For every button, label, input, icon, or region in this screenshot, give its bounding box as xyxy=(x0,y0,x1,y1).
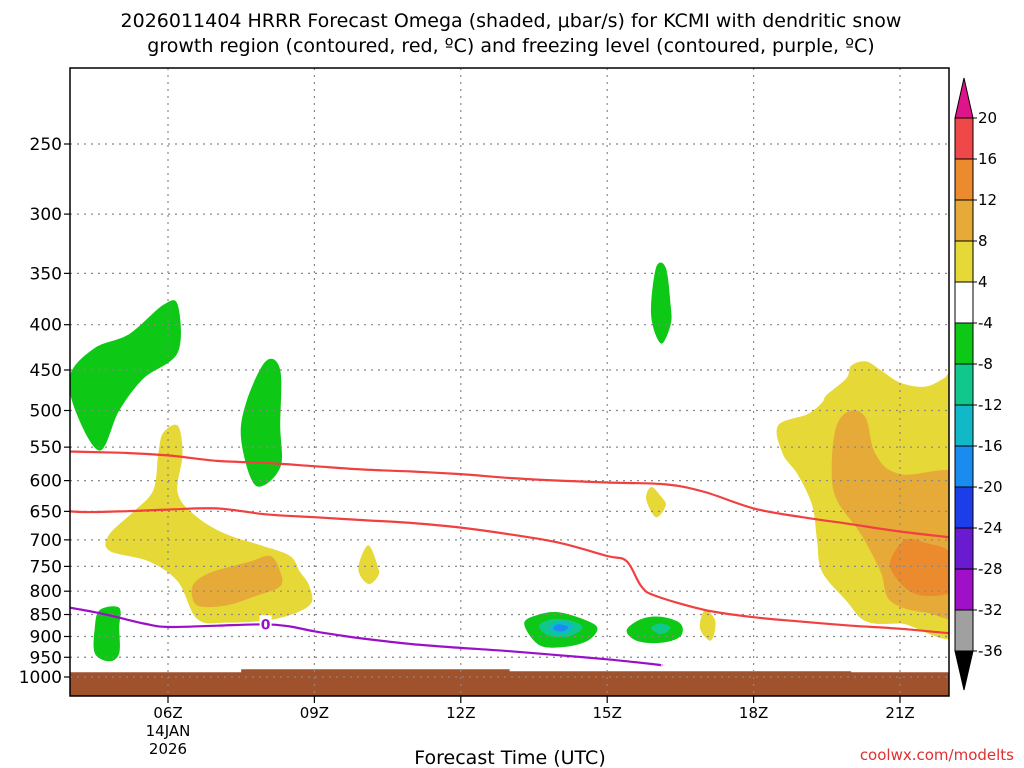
y-axis: 2503003504004505005506006507007508008509… xyxy=(19,135,70,688)
x-tick-label: 18Z xyxy=(739,704,768,722)
colorbar-label: 8 xyxy=(978,232,988,250)
omega-area xyxy=(191,555,283,608)
freezing-level-label: 0 xyxy=(261,617,271,633)
colorbar-label: -12 xyxy=(978,396,1003,414)
colorbar-bin xyxy=(954,404,974,447)
omega-area xyxy=(70,300,181,451)
colorbar-top-triangle xyxy=(954,77,974,119)
contour-lines: 0 xyxy=(70,450,949,667)
omega-area xyxy=(93,606,121,662)
y-tick-label: 750 xyxy=(30,557,62,577)
y-tick-label: 550 xyxy=(30,438,62,458)
colorbar-label: -4 xyxy=(978,314,993,332)
y-tick-label: 950 xyxy=(30,648,62,668)
colorbar-bin xyxy=(954,568,974,611)
ground-fill xyxy=(70,669,949,696)
colorbar-bin xyxy=(954,363,974,406)
colorbar-bin xyxy=(954,445,974,488)
colorbar-label: -28 xyxy=(978,560,1003,578)
x-axis: 06Z 09Z 12Z 15Z 18Z 21Z xyxy=(153,696,915,722)
plot-area: 0 xyxy=(70,68,949,696)
colorbar-label: -8 xyxy=(978,355,993,373)
colorbar-bin xyxy=(954,322,974,365)
omega-shading xyxy=(70,262,949,662)
colorbar-bin xyxy=(954,158,974,201)
freezing-label-bg xyxy=(259,615,272,633)
colorbar-bin xyxy=(954,527,974,570)
colorbar-label: -20 xyxy=(978,478,1003,496)
freezing-level-line xyxy=(70,606,663,667)
omega-area xyxy=(650,262,672,344)
colorbar-label: 4 xyxy=(978,273,988,291)
x-tick-label: 06Z xyxy=(153,704,182,722)
omega-area xyxy=(240,358,283,487)
colorbar-label: -24 xyxy=(978,519,1003,537)
x-axis-title: Forecast Time (UTC) xyxy=(414,747,605,768)
omega-area xyxy=(699,609,716,641)
chart-title-line-2: growth region (contoured, red, ºC) and f… xyxy=(147,35,874,57)
colorbar-label: 12 xyxy=(978,191,997,209)
y-tick-label: 450 xyxy=(30,361,62,381)
omega-area xyxy=(553,624,569,632)
y-tick-label: 350 xyxy=(30,264,62,284)
omega-area xyxy=(889,538,949,596)
colorbar-bin xyxy=(954,117,974,160)
y-tick-label: 300 xyxy=(30,205,62,225)
colorbar-bottom-triangle xyxy=(954,650,974,691)
y-tick-label: 500 xyxy=(30,402,62,422)
plot-frame xyxy=(69,67,950,697)
y-tick-label: 250 xyxy=(30,135,62,155)
y-tick-label: 1000 xyxy=(19,668,62,688)
y-tick-label: 850 xyxy=(30,606,62,626)
y-tick-label: 700 xyxy=(30,531,62,551)
colorbar-bin xyxy=(954,240,974,283)
colorbar-bin xyxy=(954,281,974,324)
colorbar-label: 20 xyxy=(978,109,997,127)
colorbar-label: -16 xyxy=(978,437,1003,455)
colorbar-bin xyxy=(954,199,974,242)
omega-area xyxy=(651,623,671,635)
x-tick-label: 09Z xyxy=(300,704,329,722)
x-tick-label: 12Z xyxy=(446,704,475,722)
colorbar-bin xyxy=(954,609,974,652)
x-date-line-2: 2026 xyxy=(149,740,187,758)
y-tick-label: 650 xyxy=(30,502,62,522)
colorbar-label: -36 xyxy=(978,642,1003,660)
dgz-contour-line xyxy=(70,450,949,539)
x-tick-label: 15Z xyxy=(593,704,622,722)
omega-area xyxy=(358,545,380,585)
x-tick-label: 21Z xyxy=(885,704,914,722)
colorbar-bin xyxy=(954,486,974,529)
dgz-contour-line xyxy=(70,507,949,635)
x-date-line-1: 14JAN xyxy=(146,722,191,740)
y-tick-label: 600 xyxy=(30,472,62,492)
ground-layer xyxy=(70,669,949,696)
y-tick-label: 800 xyxy=(30,582,62,602)
y-tick-label: 400 xyxy=(30,316,62,336)
colorbar-label: -32 xyxy=(978,601,1003,619)
credit-text: coolwx.com/modelts xyxy=(860,746,1014,764)
omega-area xyxy=(646,486,666,518)
colorbar: 20 16 12 8 4 -4 -8 -12 -16 -20 -24 -28 -32 -36 xyxy=(954,77,1003,691)
chart-title-line-1: 2026011404 HRRR Forecast Omega (shaded, … xyxy=(121,10,902,32)
y-tick-label: 900 xyxy=(30,627,62,647)
colorbar-label: 16 xyxy=(978,150,997,168)
